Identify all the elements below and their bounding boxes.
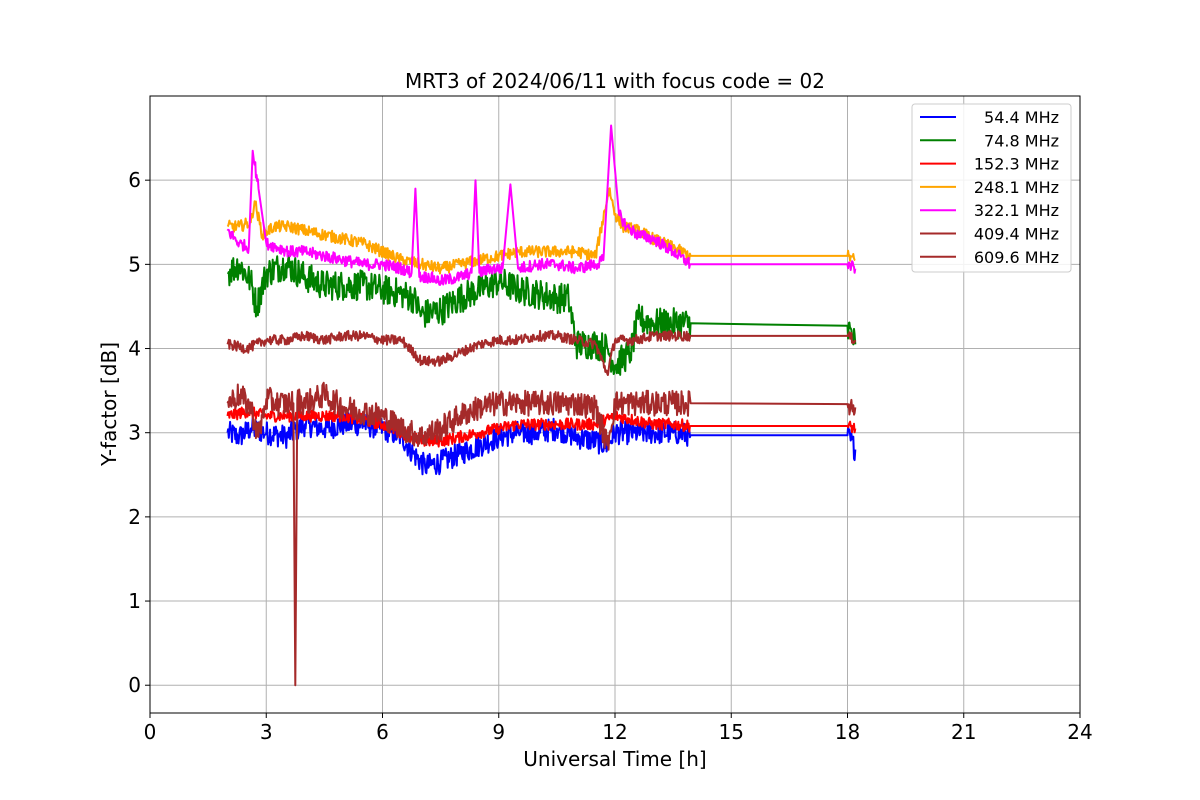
legend: 54.4 MHz 74.8 MHz 152.3 MHz 248.1 MHz 322.1 … — [911, 103, 1072, 273]
series-line-0 — [226, 411, 857, 476]
y-tick-label: 1 — [128, 589, 141, 613]
legend-label: 609.6 MHz — [974, 248, 1059, 267]
y-tick-label: 0 — [128, 673, 141, 697]
series-line-5 — [226, 329, 857, 376]
chart-title: MRT3 of 2024/06/11 with focus code = 02 — [405, 69, 825, 93]
y-tick-label: 2 — [128, 505, 141, 529]
series-line-2 — [226, 406, 857, 448]
series-line-1 — [227, 254, 857, 376]
x-tick-label: 0 — [144, 720, 157, 744]
legend-label: 248.1 MHz — [974, 178, 1059, 197]
y-tick-label: 3 — [128, 421, 141, 445]
plot-series — [226, 124, 857, 687]
y-tick-label: 5 — [128, 252, 141, 276]
x-tick-label: 3 — [260, 720, 273, 744]
legend-label: 409.4 MHz — [974, 225, 1059, 244]
x-tick-label: 18 — [835, 720, 860, 744]
x-tick-label: 21 — [951, 720, 976, 744]
legend-label: 54.4 MHz — [984, 108, 1059, 127]
y-tick-label: 4 — [128, 337, 141, 361]
x-tick-label: 12 — [602, 720, 627, 744]
series-line-3 — [226, 187, 856, 275]
legend-box — [911, 103, 1072, 273]
x-tick-label: 9 — [492, 720, 505, 744]
series-line-4 — [226, 124, 857, 286]
x-tick-label: 15 — [719, 720, 744, 744]
x-tick-label: 24 — [1067, 720, 1092, 744]
x-tick-label: 6 — [376, 720, 389, 744]
x-axis-label: Universal Time [h] — [523, 747, 706, 771]
legend-label: 152.3 MHz — [974, 155, 1059, 174]
series-line-6 — [226, 381, 857, 687]
y-tick-label: 6 — [128, 168, 141, 192]
y-axis-label: Y-factor [dB] — [97, 342, 121, 467]
legend-label: 74.8 MHz — [984, 131, 1059, 150]
legend-label: 322.1 MHz — [974, 201, 1059, 220]
